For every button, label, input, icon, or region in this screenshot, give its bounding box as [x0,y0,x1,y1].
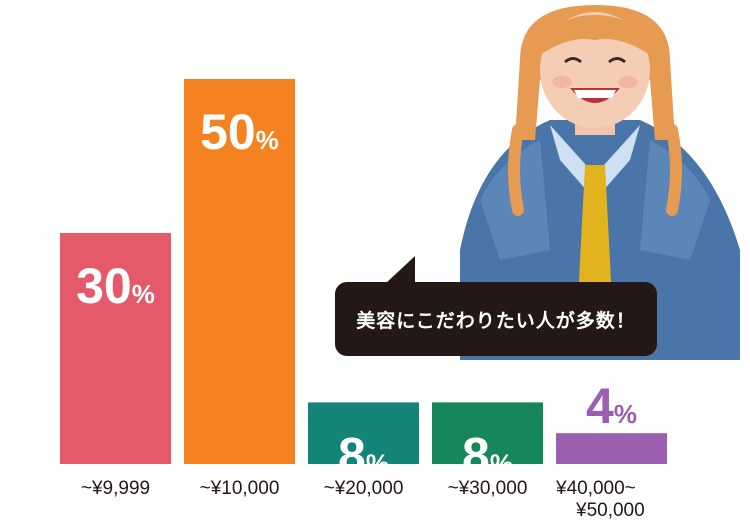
value-label-2: 50% [200,104,279,160]
category-labels-group: ~¥9,999 ~¥10,000 ~¥20,000 ~¥30,000 ¥40,000~ ¥… [81,478,645,520]
category-label-2: ~¥10,000 [200,478,280,499]
speech-bubble: 美容にこだわりたい人が多数！ [335,256,657,356]
bar-2 [184,79,295,464]
value-label-4: 8% [462,427,513,483]
value-labels-group: 30% 50% 8% 8% 4% [76,104,637,483]
bar-5 [556,433,667,464]
bar-1 [60,233,171,464]
category-label-3: ~¥20,000 [324,478,404,499]
value-label-1: 30% [76,258,155,314]
bar-4 [432,402,543,464]
speech-bubble-text: 美容にこだわりたい人が多数！ [356,309,636,332]
category-label-4: ~¥30,000 [448,478,528,499]
bar-3 [308,402,419,464]
category-label-5: ¥40,000~ ¥50,000 [555,478,645,520]
value-label-5: 4% [586,378,637,434]
bars-group [60,79,667,464]
category-label-1: ~¥9,999 [81,478,150,499]
value-label-3: 8% [338,427,389,483]
